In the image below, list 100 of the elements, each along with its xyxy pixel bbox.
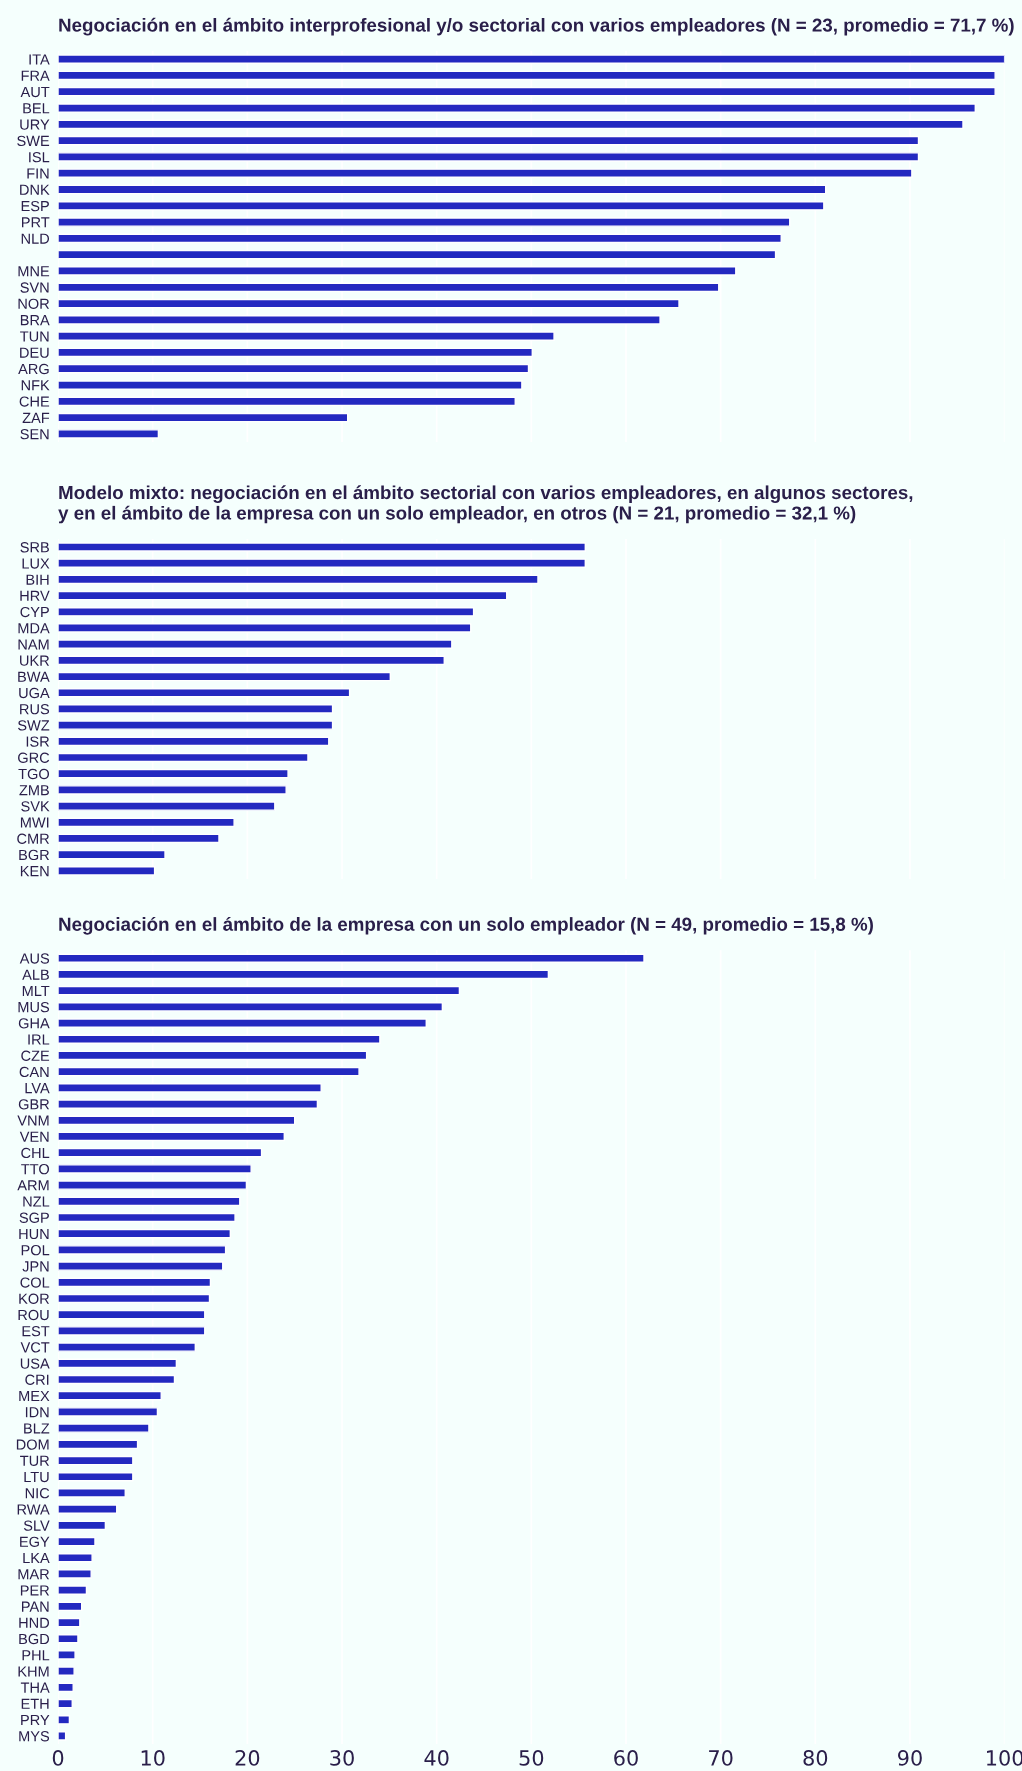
bar: [58, 1455, 134, 1466]
y-tick-label: SEN: [20, 429, 49, 440]
y-tick-label: EGY: [20, 1536, 50, 1547]
bar: [58, 1536, 96, 1547]
x-tick-label: 90: [898, 1750, 922, 1766]
bar: [58, 1504, 118, 1514]
y-tick-label: CRI: [25, 1374, 49, 1385]
y-tick-label: MYS: [19, 1731, 50, 1742]
y-tick-label: GRC: [18, 752, 50, 763]
y-tick-label: NZL: [23, 1196, 50, 1207]
x-tick-label: 60: [614, 1750, 638, 1766]
y-tick-label: LVA: [25, 1083, 50, 1094]
y-tick-label: AUS: [19, 953, 50, 964]
y-tick-label: SLV: [23, 1520, 50, 1531]
y-tick-label: SRB: [20, 542, 49, 553]
bar: [58, 1569, 92, 1579]
y-tick-label: MLT: [22, 985, 50, 996]
bar: [58, 1585, 88, 1595]
y-tick-label: ITA: [29, 54, 50, 65]
y-tick-label: EST: [22, 1326, 50, 1337]
chart-title: Modelo mixto: negociación en el ámbito sectorial con varios empleadores, en algunos sectores, y en el ámbito de la empresa con un solo empleador, en otros (N = 21, promedio = 32,1 %): [58, 485, 913, 524]
y-tick-label: IDN: [25, 1407, 49, 1418]
bar: [58, 1617, 81, 1628]
bar: [58, 1601, 83, 1612]
bar: [58, 1471, 134, 1482]
y-tick-label: ROU: [18, 1309, 49, 1321]
x-tick-label: 70: [709, 1750, 733, 1766]
y-tick-label: CHE: [19, 396, 50, 407]
bar: [58, 1423, 150, 1433]
y-tick-label: DNK: [20, 184, 50, 195]
y-tick-label: PRT: [22, 217, 50, 228]
y-tick-label: HUN: [19, 1228, 49, 1240]
y-tick-label: KEN: [20, 866, 49, 877]
y-tick-label: MAR: [18, 1569, 50, 1580]
y-tick-label: ZAF: [22, 412, 50, 423]
y-tick-label: GHA: [18, 1018, 50, 1029]
y-tick-label: SWE: [17, 135, 50, 147]
bar: [58, 1439, 139, 1450]
chart-title: Negociación en el ámbito interprofesional y/o sectorial con varios empleadores (N = 23, promedio = 71,7 %): [59, 17, 1014, 36]
y-tick-label: MWI: [20, 817, 49, 828]
y-tick-label: NIC: [25, 1488, 50, 1499]
y-tick-label: UKR: [20, 655, 50, 666]
bar: [58, 1698, 73, 1709]
y-tick-label: FRA: [21, 70, 50, 81]
y-tick-label: TTO: [21, 1163, 50, 1175]
y-tick-label: SVN: [20, 282, 49, 293]
y-tick-label: THA: [20, 1682, 50, 1693]
y-tick-label: SGP: [19, 1212, 49, 1223]
y-tick-label: RUS: [20, 704, 50, 715]
y-tick-label: JPN: [22, 1261, 49, 1272]
y-tick-label: NFK: [21, 380, 50, 391]
bar: [58, 1666, 75, 1676]
bar: [58, 1715, 71, 1725]
y-tick-label: VEN: [19, 1131, 49, 1142]
y-tick-label: NAM: [18, 639, 49, 650]
y-tick-label: HRV: [20, 590, 50, 601]
y-tick-label: TUN: [20, 331, 49, 342]
y-tick-label: SVK: [21, 801, 50, 812]
bar: [58, 1520, 107, 1531]
y-tick-label: CYP: [20, 606, 49, 618]
y-tick-label: NLD: [21, 233, 50, 244]
y-tick-label: URY: [20, 119, 50, 130]
y-tick-label: USA: [20, 1358, 50, 1369]
y-tick-label: SWZ: [17, 720, 50, 731]
y-tick-label: BGD: [19, 1633, 50, 1645]
bar: [58, 1553, 93, 1563]
y-tick-label: IRL: [28, 1034, 50, 1045]
y-tick-label: LKA: [23, 1553, 50, 1564]
y-tick-label: MNE: [18, 266, 50, 277]
y-tick-label: ISL: [29, 152, 50, 163]
y-tick-label: BLZ: [24, 1423, 50, 1434]
y-tick-label: GBR: [18, 1099, 50, 1110]
y-tick-label: FIN: [27, 168, 49, 179]
y-tick-label: BEL: [23, 103, 50, 114]
y-tick-label: NOR: [18, 298, 50, 309]
y-tick-label: ARM: [17, 1180, 49, 1191]
bar: [58, 1682, 74, 1693]
y-tick-label: BIH: [26, 574, 49, 585]
y-tick-label: MDA: [18, 623, 50, 634]
x-tick-label: 20: [235, 1750, 260, 1766]
bar: [58, 1634, 79, 1644]
y-tick-label: DEU: [20, 347, 49, 358]
y-tick-label: CHL: [21, 1147, 50, 1159]
y-tick-label: MUS: [18, 1001, 50, 1013]
y-tick-label: HND: [19, 1617, 50, 1628]
y-tick-label: LTU: [24, 1471, 49, 1483]
y-tick-label: ARG: [18, 363, 49, 375]
bar: [58, 1731, 67, 1741]
y-tick-label: MEX: [19, 1390, 50, 1401]
y-tick-label: PRY: [21, 1715, 50, 1726]
x-tick-label: 50: [519, 1750, 544, 1766]
y-tick-label: ALB: [22, 969, 49, 980]
y-tick-label: AUT: [20, 86, 50, 98]
y-tick-label: ZMB: [19, 785, 49, 796]
y-tick-label: PAN: [22, 1601, 49, 1612]
y-tick-label: ISR: [26, 736, 50, 747]
y-tick-label: KOR: [19, 1293, 50, 1304]
y-tick-label: CZE: [21, 1050, 50, 1061]
x-tick-label: 80: [803, 1750, 828, 1766]
y-tick-label: COL: [20, 1277, 50, 1288]
